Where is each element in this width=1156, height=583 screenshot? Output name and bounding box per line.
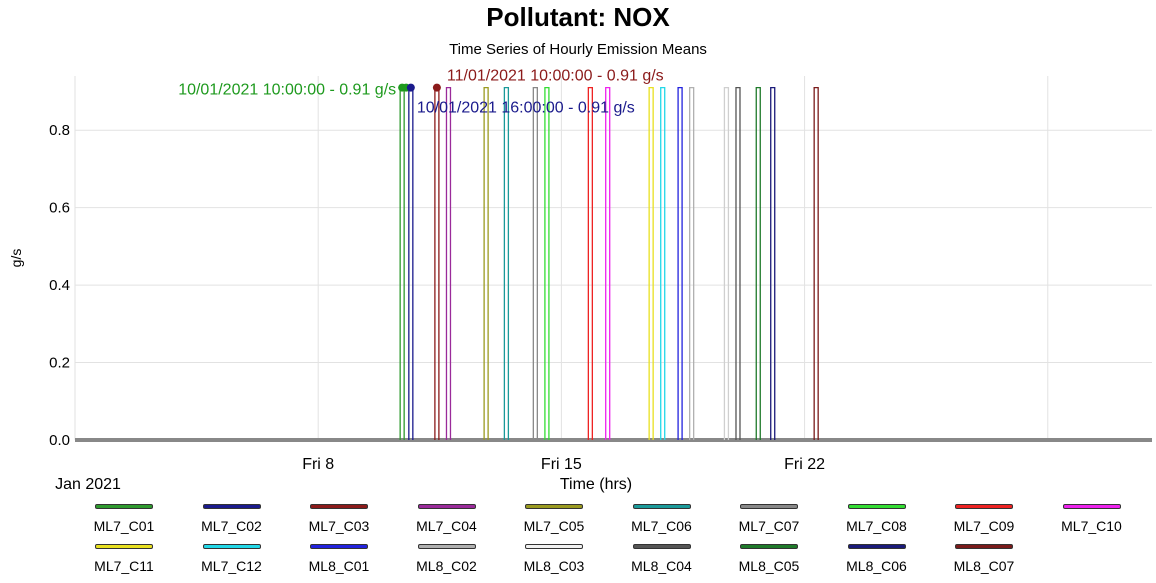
spike-ml7-c04 <box>445 86 452 440</box>
spike-ml7-c09 <box>587 86 593 440</box>
annotation-label: 10/01/2021 10:00:00 - 0.91 g/s <box>178 82 396 99</box>
legend-swatch <box>632 544 691 549</box>
legend-swatch <box>202 544 261 549</box>
legend-item: ML8_C05 <box>717 544 825 580</box>
spike-ml7-c11 <box>648 86 654 440</box>
annotation-label: 10/01/2021 16:00:00 - 0.91 g/s <box>417 100 635 117</box>
legend-swatch <box>202 504 261 509</box>
y-axis-label: g/s <box>8 249 24 268</box>
chart-title: Pollutant: NOX <box>486 2 670 32</box>
spike-ml7-c08 <box>544 86 550 440</box>
legend-item: ML7_C05 <box>502 504 610 540</box>
legend-label: ML7_C08 <box>846 518 907 534</box>
legend-label: ML8_C01 <box>308 558 370 574</box>
annotation-marker <box>406 83 415 92</box>
legend-swatch <box>310 544 368 549</box>
spike-ml8-c01 <box>677 86 683 440</box>
y-tick-label: 0.0 <box>49 432 70 449</box>
spike-ml8-c06 <box>770 86 776 440</box>
legend-item: ML8_C04 <box>610 544 718 580</box>
legend-label: ML8_C05 <box>738 558 800 574</box>
legend-label: ML8_C07 <box>953 558 1015 574</box>
x-axis-label: Time (hrs) <box>560 476 632 493</box>
legend-swatch <box>95 544 153 549</box>
spike-ml7-c02 <box>408 86 414 440</box>
legend-item: ML7_C01 <box>72 504 180 540</box>
legend-label: ML8_C04 <box>631 558 692 574</box>
legend-item: ML7_C06 <box>610 504 718 540</box>
y-tick-label: 0.8 <box>49 122 70 139</box>
annotation-marker <box>432 83 441 92</box>
legend-label: ML7_C12 <box>201 558 262 574</box>
legend-swatch <box>955 504 1013 509</box>
legend-label: ML8_C02 <box>416 558 477 574</box>
legend-swatch <box>740 544 798 549</box>
x-tick-label: Fri 15 <box>541 456 582 473</box>
plot-area: 0.0 0.2 0.4 0.6 0.8 Fri 8 Fri 15 Fri 22 10/01/20… <box>8 68 1152 493</box>
legend-label: ML7_C05 <box>523 518 585 534</box>
annotation-label: 11/01/2021 10:00:00 - 0.91 g/s <box>447 68 664 85</box>
legend-swatch <box>310 504 368 509</box>
legend-swatch <box>1062 504 1121 509</box>
y-tick-label: 0.2 <box>49 355 70 372</box>
legend-swatch <box>417 504 476 509</box>
legend-item: ML8_C06 <box>825 544 933 580</box>
legend-label: ML7_C09 <box>953 518 1015 534</box>
legend-label: ML8_C03 <box>523 558 585 574</box>
legend-item: ML7_C07 <box>717 504 825 540</box>
legend-swatch <box>955 544 1013 549</box>
legend-swatch <box>847 544 906 549</box>
spike-ml7-c12 <box>660 86 666 440</box>
legend-swatch <box>740 504 798 509</box>
legend-swatch <box>95 504 153 509</box>
x-origin-label: Jan 2021 <box>55 476 121 493</box>
legend-swatch <box>525 544 583 549</box>
legend-item: ML7_C04 <box>395 504 503 540</box>
legend-swatch <box>417 544 476 549</box>
chart-subtitle: Time Series of Hourly Emission Means <box>449 41 707 58</box>
legend-item: ML7_C12 <box>180 544 288 580</box>
legend-item: ML8_C03 <box>502 544 610 580</box>
legend-item: ML8_C07 <box>932 544 1040 580</box>
x-tick-label: Fri 22 <box>784 456 825 473</box>
legend-label: ML7_C02 <box>201 518 262 534</box>
legend-item: ML7_C02 <box>180 504 288 540</box>
legend-item: ML8_C01 <box>287 544 395 580</box>
legend-item: ML8_C02 <box>395 544 503 580</box>
legend-label: ML8_C06 <box>846 558 907 574</box>
spike-ml8-c02 <box>689 86 695 440</box>
grid <box>74 76 1152 440</box>
spike-ml8-c03 <box>723 86 730 440</box>
legend-label: ML7_C04 <box>416 518 477 534</box>
spike-ml7-c05 <box>483 86 489 440</box>
spike-ml7-c07 <box>532 86 538 440</box>
spike-ml8-c04 <box>735 86 741 440</box>
spike-ml7-c01 <box>399 86 405 440</box>
legend-label: ML7_C01 <box>93 518 155 534</box>
legend-label: ML7_C06 <box>631 518 692 534</box>
spike-ml7-c03 <box>434 86 440 440</box>
legend-item: ML7_C09 <box>932 504 1040 540</box>
legend-item: ML7_C11 <box>72 544 180 580</box>
legend-item: ML7_C03 <box>287 504 395 540</box>
spike-ml8-c05 <box>755 86 761 440</box>
x-tick-label: Fri 8 <box>302 456 334 473</box>
spike-ml7-c10 <box>605 86 611 440</box>
y-tick-label: 0.6 <box>49 200 70 217</box>
legend-swatch <box>632 504 691 509</box>
legend-swatch <box>847 504 906 509</box>
legend-item: ML7_C10 <box>1040 504 1148 540</box>
legend-label: ML7_C10 <box>1061 518 1122 534</box>
legend-label: ML7_C07 <box>738 518 800 534</box>
y-tick-label: 0.4 <box>49 277 70 294</box>
legend-label: ML7_C11 <box>94 558 154 574</box>
legend-label: ML7_C03 <box>308 518 370 534</box>
label-layer: 0.0 0.2 0.4 0.6 0.8 Fri 8 Fri 15 Fri 22 10/01/20… <box>49 68 825 473</box>
legend-item: ML7_C08 <box>825 504 933 540</box>
legend-swatch <box>525 504 583 509</box>
spike-ml8-c07 <box>813 86 819 440</box>
spike-ml7-c06 <box>503 86 510 440</box>
series-layer <box>399 86 819 440</box>
marker-layer <box>398 83 441 92</box>
